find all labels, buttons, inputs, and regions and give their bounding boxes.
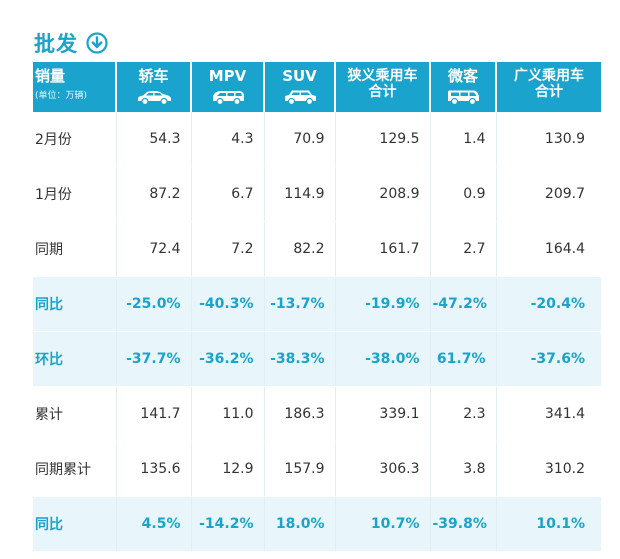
table-cell: 208.9 [335,166,431,222]
table-cell: -20.4% [496,276,601,332]
table-cell: -37.6% [496,331,601,387]
table-cell: 10.1% [496,496,601,552]
table-cell: 12.9 [191,441,265,497]
table-cell: 141.7 [116,386,192,442]
minivan-icon [448,90,479,106]
table-cell: 114.9 [264,166,336,222]
table-cell: 186.3 [264,386,336,442]
table-body: 2月份 54.3 4.3 70.9 129.5 1.4 130.9 1月份 87.2 6.7 114… [33,112,601,552]
header-minivan-label: 微客 [447,67,478,85]
table-cell: 341.4 [496,386,601,442]
table-cell: 11.0 [191,386,265,442]
table-row: 同比 -25.0% -40.3% -13.7% -19.9% -47.2% -20.4% [33,276,601,332]
table-cell: 209.7 [496,166,601,222]
table-cell: -37.7% [116,331,192,387]
table-row: 同比 4.5% -14.2% 18.0% 10.7% -39.8% 10.1% [33,496,601,552]
table-cell: -39.8% [430,496,497,552]
table-cell: 1.4 [430,112,497,167]
sales-table: 销量 (单位：万辆) 轿车 MPV [33,62,601,552]
download-arrow-icon [86,32,108,54]
table-header-row: 销量 (单位：万辆) 轿车 MPV [33,62,601,112]
table-cell: 87.2 [116,166,192,222]
header-mpv: MPV [191,62,265,112]
table-cell: 0.9 [430,166,497,222]
header-mpv-label: MPV [208,67,247,85]
table-cell: -38.3% [264,331,336,387]
page-title: 批发 [34,32,78,56]
row-label: 累计 [33,386,117,442]
table-row: 1月份 87.2 6.7 114.9 208.9 0.9 209.7 [33,166,601,222]
table-cell: 70.9 [264,112,336,167]
table-cell: 310.2 [496,441,601,497]
table-cell: 6.7 [191,166,265,222]
table-cell: 157.9 [264,441,336,497]
table-cell: 164.4 [496,221,601,277]
header-broad-total: 广义乘用车 合计 [496,62,601,112]
table-cell: 54.3 [116,112,192,167]
table-row: 累计 141.7 11.0 186.3 339.1 2.3 341.4 [33,386,601,442]
header-unit-label: (单位：万辆) [35,91,88,101]
row-label: 1月份 [33,166,117,222]
header-broad-total-line2: 合计 [535,84,563,100]
table-cell: -47.2% [430,276,497,332]
header-sedan: 轿车 [116,62,192,112]
mpv-icon [212,91,244,106]
table-cell: 18.0% [264,496,336,552]
header-narrow-total-line2: 合计 [368,84,397,100]
header-sedan-label: 轿车 [138,67,169,85]
row-label: 环比 [33,331,117,387]
table-cell: 7.2 [191,221,265,277]
table-cell: 10.7% [335,496,431,552]
header-metric-label: 销量 [35,67,66,85]
table-cell: -36.2% [191,331,265,387]
header-minivan: 微客 [430,62,497,112]
row-label: 2月份 [33,112,117,167]
table-row: 环比 -37.7% -36.2% -38.3% -38.0% 61.7% -37.6% [33,331,601,387]
table-cell: 130.9 [496,112,601,167]
table-cell: 161.7 [335,221,431,277]
table-cell: 3.8 [430,441,497,497]
table-cell: -19.9% [335,276,431,332]
table-cell: -13.7% [264,276,336,332]
row-label: 同期 [33,221,117,277]
table-cell: 306.3 [335,441,431,497]
table-row: 2月份 54.3 4.3 70.9 129.5 1.4 130.9 [33,112,601,167]
sedan-icon [137,91,171,106]
header-metric: 销量 (单位：万辆) [33,62,117,112]
row-label: 同期累计 [33,441,117,497]
table-cell: 82.2 [264,221,336,277]
table-cell: 2.7 [430,221,497,277]
table-row: 同期 72.4 7.2 82.2 161.7 2.7 164.4 [33,221,601,277]
table-cell: 129.5 [335,112,431,167]
table-cell: 2.3 [430,386,497,442]
row-label: 同比 [33,496,117,552]
table-cell: -40.3% [191,276,265,332]
table-cell: -14.2% [191,496,265,552]
header-narrow-total: 狭义乘用车 合计 [335,62,431,112]
table-cell: 339.1 [335,386,431,442]
header-broad-total-line1: 广义乘用车 [514,68,584,84]
table-cell: 72.4 [116,221,192,277]
table-cell: 4.3 [191,112,265,167]
table-cell: -25.0% [116,276,192,332]
header-narrow-total-line1: 狭义乘用车 [347,68,418,84]
table-cell: -38.0% [335,331,431,387]
table-row: 同期累计 135.6 12.9 157.9 306.3 3.8 310.2 [33,441,601,497]
table-cell: 4.5% [116,496,192,552]
row-label: 同比 [33,276,117,332]
table-cell: 135.6 [116,441,192,497]
suv-icon [284,90,316,106]
table-cell: 61.7% [430,331,497,387]
header-suv: SUV [264,62,336,112]
title-bar: 批发 [34,26,108,60]
header-suv-label: SUV [282,67,317,85]
